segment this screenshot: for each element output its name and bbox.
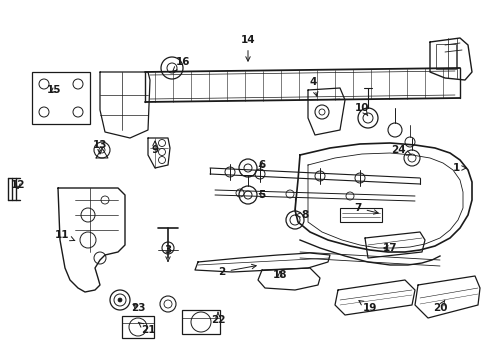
Text: 5: 5 <box>258 190 265 200</box>
Bar <box>182 310 220 334</box>
Text: 8: 8 <box>295 210 308 220</box>
Bar <box>339 208 381 222</box>
Text: 3: 3 <box>164 245 171 261</box>
Bar <box>32 72 90 124</box>
Text: 17: 17 <box>382 243 397 253</box>
Bar <box>122 316 154 338</box>
Text: 11: 11 <box>55 230 75 241</box>
Text: 14: 14 <box>240 35 255 61</box>
Bar <box>435 44 455 69</box>
Text: 22: 22 <box>210 312 225 325</box>
Text: 13: 13 <box>93 140 107 154</box>
Text: 9: 9 <box>151 141 158 155</box>
Text: 16: 16 <box>172 57 190 72</box>
Circle shape <box>118 298 122 302</box>
Text: 12: 12 <box>11 180 25 190</box>
Text: 19: 19 <box>358 301 376 313</box>
Text: 15: 15 <box>47 85 61 95</box>
Text: 23: 23 <box>130 303 145 313</box>
Text: 7: 7 <box>354 203 378 214</box>
Text: 18: 18 <box>272 270 286 280</box>
Text: 1: 1 <box>451 163 465 173</box>
Text: 6: 6 <box>258 160 265 170</box>
Text: 20: 20 <box>432 300 447 313</box>
Text: 24: 24 <box>390 145 410 155</box>
Text: 10: 10 <box>354 103 368 116</box>
Text: 2: 2 <box>218 264 256 277</box>
Text: 4: 4 <box>309 77 317 96</box>
Text: 21: 21 <box>138 322 155 335</box>
